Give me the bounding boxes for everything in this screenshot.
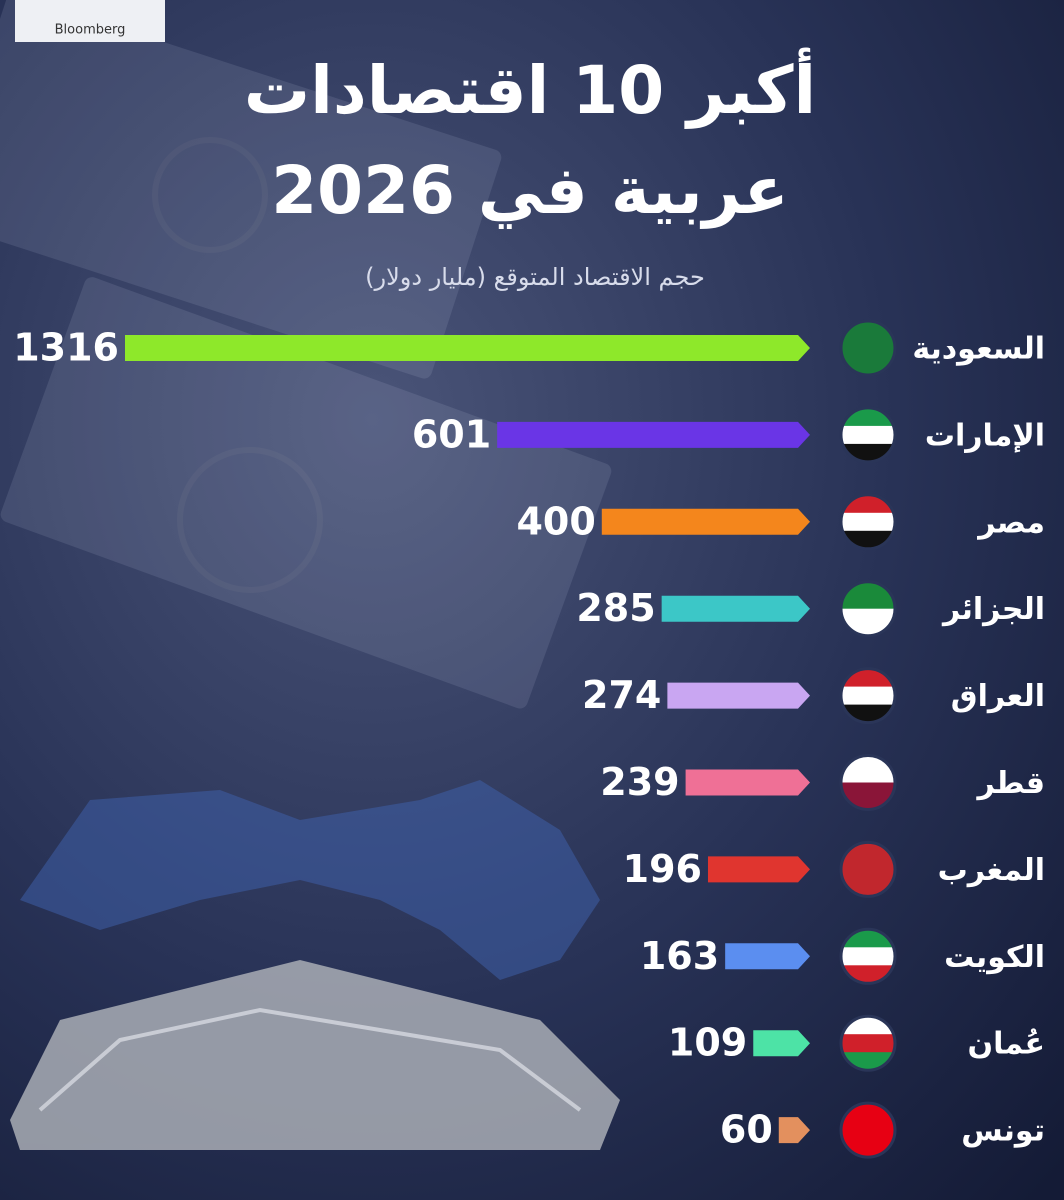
flag-ring bbox=[839, 319, 897, 377]
flag-ring bbox=[839, 493, 897, 551]
bar bbox=[125, 335, 810, 361]
flag bbox=[839, 667, 897, 725]
chart-title: عربية في 2026 bbox=[271, 152, 789, 229]
value-label: 400 bbox=[516, 499, 595, 543]
bar bbox=[753, 1030, 810, 1057]
flag bbox=[839, 406, 897, 464]
bar bbox=[707, 856, 810, 883]
flag-ring bbox=[839, 1014, 897, 1072]
source-logo: Bloomberg bbox=[55, 23, 126, 38]
flag-stripe bbox=[841, 686, 895, 706]
flag-ring bbox=[839, 1101, 897, 1159]
flag bbox=[839, 580, 897, 638]
value-label: 239 bbox=[600, 760, 679, 804]
country-label: الإمارات bbox=[925, 418, 1045, 453]
flag bbox=[839, 493, 897, 551]
value-label: 109 bbox=[668, 1021, 747, 1065]
flag-ring bbox=[839, 580, 897, 638]
money-pile bbox=[10, 960, 620, 1150]
country-label: الكويت bbox=[944, 940, 1045, 975]
chart-title: أكبر 10 اقتصادات bbox=[244, 47, 816, 129]
bar bbox=[685, 769, 810, 796]
value-label: 601 bbox=[412, 412, 491, 456]
flag bbox=[839, 1014, 897, 1072]
flag-ring bbox=[839, 667, 897, 725]
country-label: العراق bbox=[951, 679, 1045, 714]
country-label: قطر bbox=[975, 766, 1045, 801]
flag bbox=[839, 754, 897, 811]
logo-box bbox=[15, 0, 165, 42]
bar bbox=[601, 508, 810, 535]
country-label: عُمان bbox=[968, 1027, 1045, 1062]
value-label: 274 bbox=[582, 673, 661, 717]
flag-stripe bbox=[841, 1034, 895, 1053]
banknote-decoration bbox=[0, 0, 612, 709]
bar bbox=[778, 1117, 810, 1144]
value-label: 1316 bbox=[13, 326, 119, 370]
flag-ring bbox=[839, 406, 897, 464]
map-silhouette bbox=[20, 780, 600, 980]
value-label: 196 bbox=[623, 847, 702, 891]
flag bbox=[839, 840, 897, 898]
flag-stripe bbox=[841, 425, 895, 445]
bar bbox=[497, 421, 810, 448]
country-label: المغرب bbox=[938, 853, 1045, 888]
country-label: السعودية bbox=[912, 332, 1045, 367]
country-label: تونس bbox=[961, 1114, 1045, 1149]
flag bbox=[839, 319, 897, 377]
value-label: 60 bbox=[720, 1108, 773, 1152]
value-label: 163 bbox=[640, 934, 719, 978]
flag-ring bbox=[839, 754, 897, 811]
bar bbox=[725, 943, 810, 970]
flag-stripe bbox=[841, 512, 895, 532]
flag bbox=[839, 1101, 897, 1159]
flag-stripe bbox=[841, 1103, 895, 1158]
flag bbox=[839, 927, 897, 985]
country-label: الجزائر bbox=[941, 592, 1045, 627]
flag-ring bbox=[839, 927, 897, 985]
flag-stripe bbox=[841, 321, 895, 375]
flag-ring bbox=[839, 840, 897, 898]
value-label: 285 bbox=[576, 586, 655, 630]
bar bbox=[667, 682, 810, 709]
chart-subtitle: حجم الاقتصاد المتوقع (مليار دولار) bbox=[365, 263, 705, 291]
flag-stripe bbox=[841, 842, 895, 897]
bar bbox=[661, 595, 810, 622]
flag-stripe bbox=[841, 947, 895, 966]
country-label: مصر bbox=[976, 505, 1045, 540]
